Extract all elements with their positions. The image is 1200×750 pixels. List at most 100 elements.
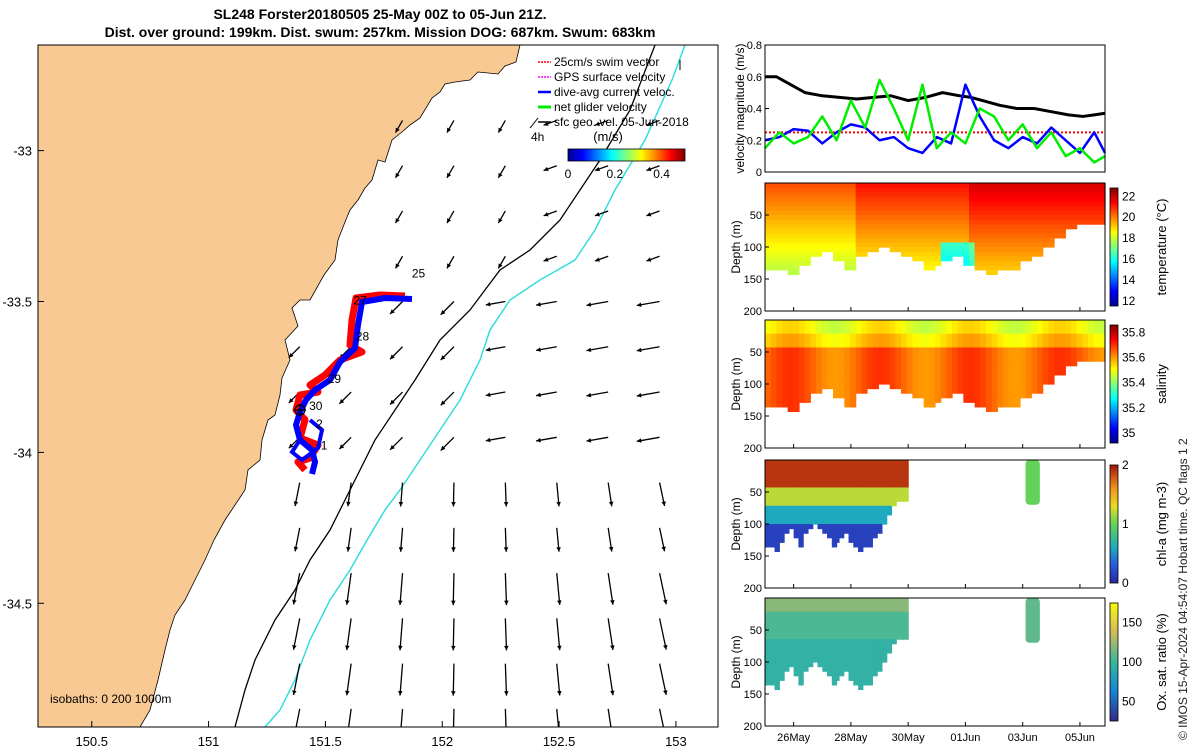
section-data-cell [865, 460, 869, 466]
section-data-cell [776, 528, 780, 534]
section-data-cell [833, 187, 840, 193]
section-data-cell [929, 219, 936, 225]
section-data-cell [867, 630, 871, 636]
section-data-cell [935, 347, 942, 353]
section-data-cell [980, 356, 987, 362]
section-data-cell [821, 374, 828, 381]
section-data-cell [881, 639, 885, 645]
section-data-cell [884, 356, 891, 362]
section-data-cell [810, 242, 817, 248]
section-data-cell [767, 501, 771, 507]
section-data-cell [855, 329, 862, 335]
section-data-cell [812, 505, 816, 511]
section-data-cell [918, 187, 925, 193]
section-data-cell [779, 533, 783, 539]
section-data-cell [1093, 201, 1100, 207]
section-data-cell [1076, 210, 1083, 216]
section-data-cell [821, 333, 828, 339]
section-data-cell [805, 639, 809, 645]
section-data-cell [791, 505, 795, 511]
section-data-cell [824, 602, 828, 608]
section-data-cell [923, 228, 930, 234]
section-data-cell [858, 684, 862, 691]
section-data-cell [853, 680, 857, 686]
glider-track-blue-loop [289, 418, 325, 463]
section-data-cell [781, 473, 785, 479]
section-data-cell [957, 388, 964, 394]
current-arrow-head [536, 437, 541, 443]
section-data-cell [1037, 196, 1044, 202]
section-data-cell [878, 347, 885, 353]
section-data-cell [906, 384, 913, 390]
section-data-cell [862, 482, 866, 489]
section-data-cell [838, 210, 845, 216]
section-data-cell [846, 639, 850, 645]
section-data-cell [862, 634, 866, 640]
section-data-cell [1048, 242, 1055, 248]
current-arrow-head [608, 501, 614, 507]
section-data-cell [1014, 379, 1021, 385]
section-data-cell [903, 611, 907, 617]
section-data-cell [980, 251, 987, 257]
section-data-cell [893, 625, 897, 631]
section-data-cell [906, 379, 913, 385]
section-data-cell [1082, 320, 1089, 326]
section-data-cell [872, 333, 879, 339]
section-data-cell [923, 397, 930, 403]
section-data-cell [912, 205, 919, 212]
section-data-cell [804, 397, 811, 403]
section-data-cell [1076, 183, 1083, 189]
current-arrow-shaft [347, 708, 352, 727]
section-data-cell [872, 519, 876, 525]
section-data-cell [833, 205, 840, 212]
section-data-cell [786, 634, 790, 640]
section-data-cell [855, 333, 862, 339]
section-data-cell [963, 219, 970, 225]
section-data-cell [846, 652, 850, 659]
section-data-cell [918, 219, 925, 225]
section-data-cell [862, 528, 866, 534]
section-data-cell [776, 625, 780, 631]
section-data-cell [1003, 187, 1010, 193]
section-data-cell [810, 356, 817, 362]
section-data-cell [774, 643, 778, 649]
section-data-cell [878, 215, 885, 221]
section-data-cell [1008, 374, 1015, 381]
section-data-cell [793, 269, 800, 276]
section-data-cell [817, 662, 821, 668]
section-data-cell [986, 260, 993, 266]
section-data-cell [776, 657, 780, 663]
section-data-cell [819, 616, 823, 622]
section-data-cell [793, 662, 797, 668]
section-data-cell [855, 352, 862, 358]
section-data-cell [912, 224, 919, 230]
section-data-cell [1014, 265, 1021, 271]
section-data-cell [800, 473, 804, 479]
current-arrow-shaft [607, 708, 612, 727]
section-data-cell [798, 648, 802, 654]
section-data-cell [800, 675, 804, 681]
section-data-cell [817, 464, 821, 470]
section-data-cell [767, 482, 771, 489]
section-data-cell [867, 620, 871, 627]
section-data-cell [793, 496, 797, 502]
section-data-cell [997, 251, 1004, 257]
section-data-cell [903, 478, 907, 484]
section-data-cell [969, 228, 976, 234]
section-data-cell [867, 482, 871, 489]
section-data-cell [833, 374, 840, 381]
section-data-cell [765, 616, 768, 622]
section-data-cell [881, 634, 885, 640]
section-data-cell [855, 625, 859, 631]
section-data-cell [853, 666, 857, 672]
section-data-cell [829, 533, 833, 539]
section-data-cell [800, 607, 804, 613]
section-data-cell [865, 537, 869, 543]
section-data-cell [838, 187, 845, 193]
section-data-cell [846, 487, 850, 493]
section-data-cell [869, 648, 873, 654]
section-data-cell [799, 379, 806, 385]
section-data-cell [886, 611, 890, 617]
section-data-cell [884, 611, 888, 617]
section-data-cell [957, 210, 964, 216]
